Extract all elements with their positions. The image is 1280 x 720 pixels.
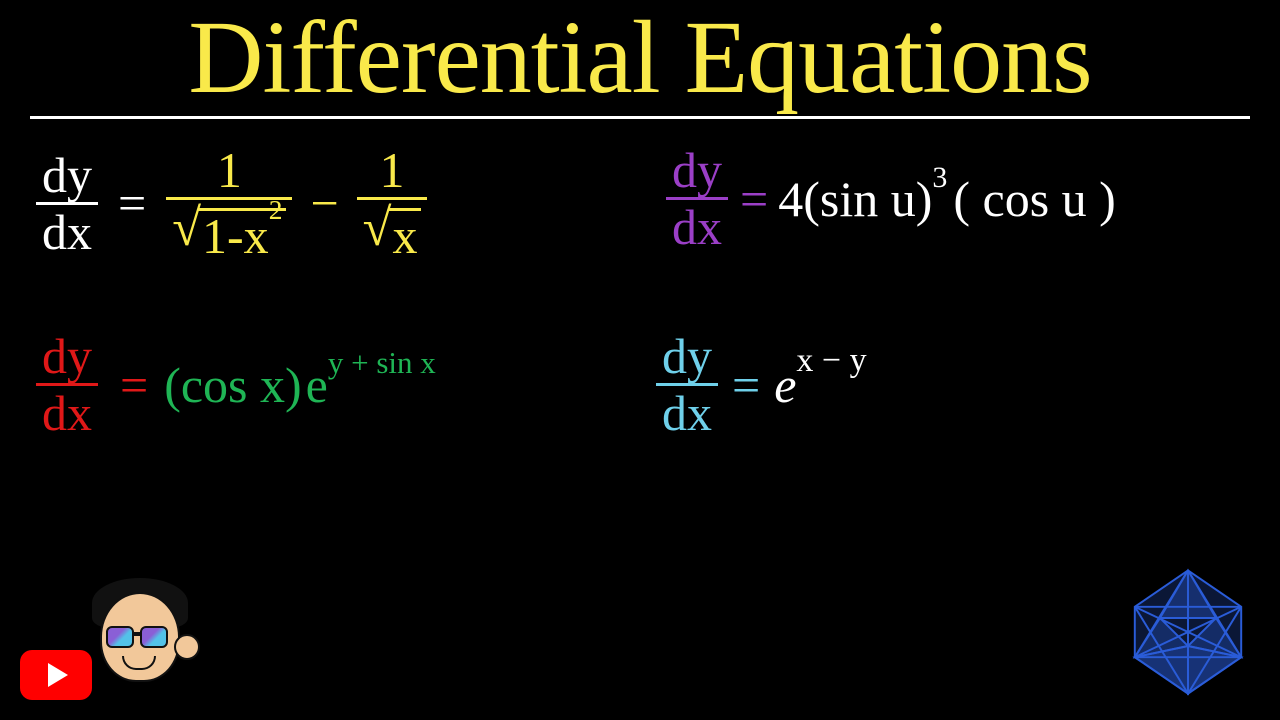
eq2-f1-open: ( [803, 174, 820, 224]
eq4-lhs: dy dx [656, 329, 718, 440]
eq2-f1-body: sin u [820, 174, 916, 224]
page-title: Differential Equations [0, 0, 1280, 110]
eq3-lhs: dy dx [36, 329, 98, 440]
eq4-lhs-num: dy [656, 329, 718, 383]
eq4-lhs-den: dx [656, 386, 718, 440]
eq2-lhs-num: dy [666, 143, 728, 197]
eq1-equals: = [118, 178, 146, 228]
eq4-equals: = [732, 360, 760, 410]
equation-2: dy dx = 4 (sin u)3 ( cos u ) [660, 143, 1116, 254]
avatar-icon [88, 584, 198, 694]
eq1-t2-rad: x [388, 208, 421, 261]
eq1-t2-sqrt: x [363, 202, 422, 261]
equation-1: dy dx = 1 1-x2 − 1 [30, 143, 433, 263]
eq1-lhs: dy dx [36, 148, 98, 259]
eq2-rhs: 4 (sin u)3 ( cos u ) [778, 174, 1116, 224]
eq4-exp: x − y [796, 344, 866, 378]
eq2-f1-exp: 3 [932, 163, 947, 193]
eq4-base: e [774, 360, 796, 410]
eq3-lhs-den: dx [36, 386, 98, 440]
eq2-coef: 4 [778, 174, 803, 224]
eq1-lhs-num: dy [36, 148, 98, 202]
eq2-f1-close: ) [916, 174, 933, 224]
eq2-equals: = [740, 174, 768, 224]
equations-region: dy dx = 1 1-x2 − 1 [0, 119, 1280, 619]
eq2-lhs-den: dx [666, 200, 728, 254]
equation-3: dy dx = (cos x) ey + sin x [30, 329, 436, 440]
equation-4: dy dx = ex − y [650, 329, 867, 440]
eq1-t1-num: 1 [211, 143, 248, 197]
eq1-t1-sqrt: 1-x2 [172, 202, 286, 261]
play-icon [48, 663, 68, 687]
eq3-exp: y + sin x [328, 347, 436, 378]
eq4-rhs: ex − y [774, 360, 866, 410]
eq3-rhs: (cos x) ey + sin x [164, 360, 436, 410]
eq1-rhs: 1 1-x2 − 1 x [160, 143, 433, 263]
eq3-lhs-num: dy [36, 329, 98, 383]
eq1-minus: − [310, 178, 338, 228]
youtube-icon[interactable] [20, 650, 92, 700]
eq2-f2: ( cos u ) [953, 174, 1115, 224]
eq3-equals: = [120, 360, 148, 410]
eq2-lhs: dy dx [666, 143, 728, 254]
eq3-factor1: (cos x) [164, 360, 301, 410]
eq1-t2-num: 1 [374, 143, 411, 197]
eq1-t1-exp: 2 [269, 194, 283, 225]
icosahedron-icon [1118, 562, 1258, 702]
eq1-t1-rad: 1-x [202, 208, 269, 264]
eq3-base: e [306, 360, 328, 410]
eq1-lhs-den: dx [36, 205, 98, 259]
